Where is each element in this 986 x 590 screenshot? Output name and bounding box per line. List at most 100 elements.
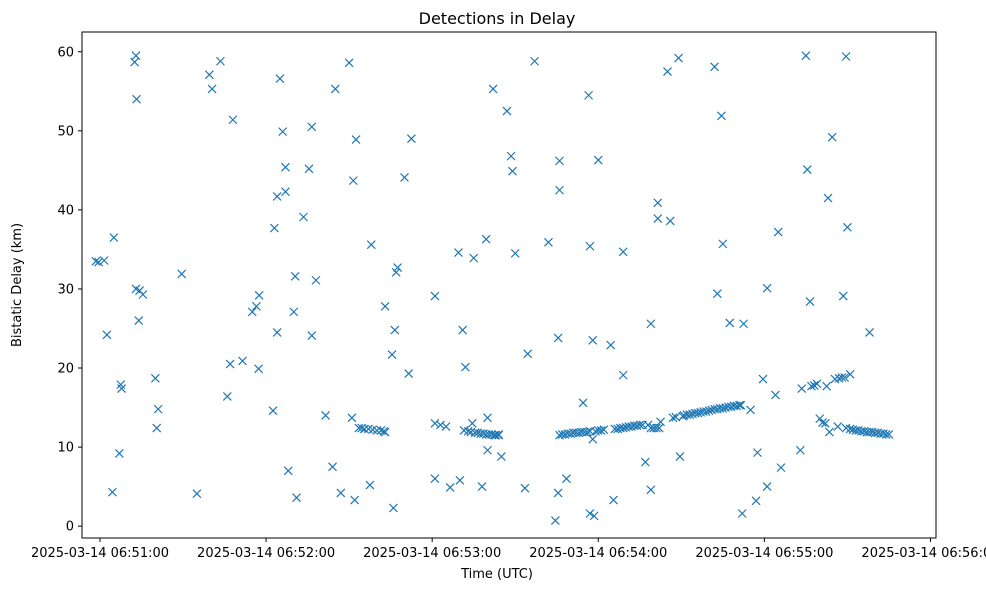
data-point-marker: [108, 487, 117, 497]
data-point-marker: [506, 151, 516, 161]
data-point-marker: [366, 240, 376, 250]
y-axis-label: Bistatic Delay (km): [10, 223, 25, 347]
data-point-marker: [588, 335, 598, 345]
data-point-marker: [609, 495, 618, 505]
data-point-marker: [663, 67, 672, 76]
data-point-marker: [292, 493, 301, 503]
data-point-marker: [739, 319, 749, 329]
data-point-marker: [275, 74, 285, 84]
data-point-marker: [718, 239, 728, 249]
x-tick-label: 2025-03-14 06:51:00: [31, 546, 169, 561]
y-tick-label: 10: [57, 441, 74, 456]
data-point-marker: [463, 426, 473, 436]
data-point-marker: [818, 418, 827, 427]
data-point-marker: [289, 307, 299, 317]
data-point-marker: [520, 483, 530, 493]
data-point-marker: [807, 381, 816, 391]
data-point-marker: [845, 369, 855, 379]
y-tick-label: 60: [57, 45, 74, 60]
x-tick-label: 2025-03-14 06:56:00: [861, 546, 986, 561]
x-axis-ticks: 2025-03-14 06:51:00 2025-03-14 06:52:00 20…: [31, 538, 986, 561]
data-point-marker: [693, 408, 703, 418]
data-point-marker: [380, 427, 390, 437]
data-point-marker: [251, 301, 261, 311]
data-markers: [91, 51, 894, 526]
data-point-marker: [802, 165, 812, 174]
data-point-marker: [653, 214, 663, 224]
data-point-marker: [822, 381, 832, 391]
data-point-marker: [134, 316, 144, 326]
data-point-marker: [820, 418, 830, 428]
data-point-marker: [884, 430, 894, 439]
data-point-marker: [646, 485, 656, 495]
data-point-marker: [91, 256, 101, 266]
data-point-marker: [454, 248, 463, 258]
data-point-marker: [823, 193, 833, 203]
data-point-marker: [827, 132, 837, 142]
data-point-marker: [215, 56, 225, 66]
data-point-marker: [618, 370, 628, 380]
data-point-marker: [483, 445, 492, 455]
data-point-marker: [718, 403, 728, 413]
data-point-marker: [635, 420, 645, 430]
data-point-marker: [771, 390, 780, 400]
x-axis-label: Time (UTC): [460, 567, 533, 582]
data-point-marker: [469, 253, 479, 263]
data-point-marker: [281, 162, 290, 172]
data-point-marker: [805, 297, 815, 307]
x-tick-label: 2025-03-14 06:53:00: [363, 546, 501, 561]
data-point-marker: [801, 51, 811, 61]
y-tick-label: 20: [57, 362, 74, 377]
data-point-marker: [299, 212, 308, 222]
data-point-marker: [138, 290, 148, 299]
data-point-marker: [710, 62, 719, 72]
data-point-marker: [725, 318, 735, 328]
data-point-marker: [585, 509, 595, 518]
data-point-marker: [701, 407, 711, 416]
data-point-marker: [430, 291, 440, 301]
y-tick-label: 30: [57, 282, 74, 297]
data-point-marker: [481, 234, 491, 244]
data-point-marker: [387, 350, 397, 359]
x-tick-label: 2025-03-14 06:54:00: [529, 546, 667, 561]
data-point-marker: [283, 466, 293, 476]
x-tick-label: 2025-03-14 06:52:00: [197, 546, 335, 561]
y-tick-label: 40: [57, 203, 74, 218]
data-point-marker: [445, 482, 455, 492]
data-point-marker: [272, 328, 282, 337]
data-point-marker: [150, 373, 160, 383]
data-point-marker: [651, 423, 661, 433]
data-point-marker: [596, 426, 606, 435]
data-point-marker: [578, 398, 588, 408]
data-point-marker: [809, 380, 819, 390]
data-point-marker: [458, 325, 468, 335]
data-point-marker: [746, 405, 755, 415]
data-point-marker: [207, 84, 217, 94]
data-point-marker: [840, 373, 850, 382]
y-axis-ticks: 0 10 20 30 40 50 60: [57, 45, 82, 535]
data-point-marker: [881, 430, 891, 439]
data-point-marker: [351, 135, 361, 144]
data-point-marker: [675, 452, 685, 461]
data-point-marker: [455, 475, 465, 485]
data-point-marker: [842, 222, 852, 232]
data-point-marker: [824, 427, 834, 437]
data-point-marker: [510, 248, 520, 258]
data-point-marker: [254, 290, 264, 300]
data-point-marker: [833, 422, 843, 431]
data-point-marker: [359, 424, 369, 434]
data-point-marker: [307, 331, 317, 341]
data-point-marker: [350, 495, 360, 505]
data-point-marker: [393, 263, 403, 273]
data-point-marker: [599, 425, 609, 435]
data-point-marker: [177, 269, 187, 279]
data-point-marker: [717, 111, 726, 121]
data-point-marker: [712, 289, 722, 299]
data-point-marker: [837, 373, 847, 382]
data-point-marker: [797, 384, 807, 393]
data-point-marker: [582, 427, 592, 437]
data-point-marker: [656, 417, 665, 427]
data-point-marker: [665, 216, 675, 226]
data-point-marker: [735, 400, 744, 410]
data-point-marker: [762, 482, 772, 492]
